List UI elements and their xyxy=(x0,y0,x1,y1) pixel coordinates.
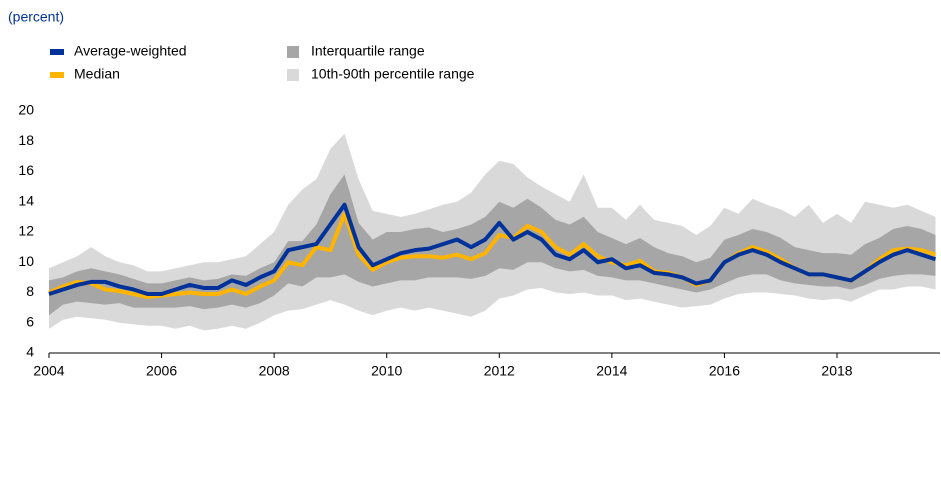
x-tick-label: 2014 xyxy=(596,363,627,379)
x-tick-label: 2010 xyxy=(371,363,402,379)
y-tick-label: 10 xyxy=(18,253,34,269)
y-tick-label: 6 xyxy=(26,313,34,329)
legend-label: Interquartile range xyxy=(311,43,425,59)
x-tick-label: 2018 xyxy=(821,363,852,379)
legend-swatch xyxy=(287,46,299,58)
x-tick-label: 2004 xyxy=(33,363,64,379)
chart-subtitle: (percent) xyxy=(8,9,64,25)
y-tick-label: 4 xyxy=(26,344,34,360)
y-tick-label: 12 xyxy=(18,223,34,239)
legend-label: Median xyxy=(74,66,120,82)
x-tick-label: 2008 xyxy=(259,363,290,379)
x-tick-label: 2012 xyxy=(484,363,515,379)
legend-swatch xyxy=(50,72,64,78)
x-tick-label: 2006 xyxy=(146,363,177,379)
legend-swatch xyxy=(287,69,299,81)
y-tick-label: 14 xyxy=(18,192,34,208)
y-tick-label: 20 xyxy=(18,102,34,118)
y-tick-label: 18 xyxy=(18,132,34,148)
x-tick-label: 2016 xyxy=(709,363,740,379)
y-tick-label: 8 xyxy=(26,283,34,299)
legend-swatch xyxy=(50,49,64,55)
y-tick-label: 16 xyxy=(18,162,34,178)
legend-label: Average-weighted xyxy=(74,43,187,59)
legend-label: 10th-90th percentile range xyxy=(311,66,475,82)
series-line xyxy=(48,202,937,297)
